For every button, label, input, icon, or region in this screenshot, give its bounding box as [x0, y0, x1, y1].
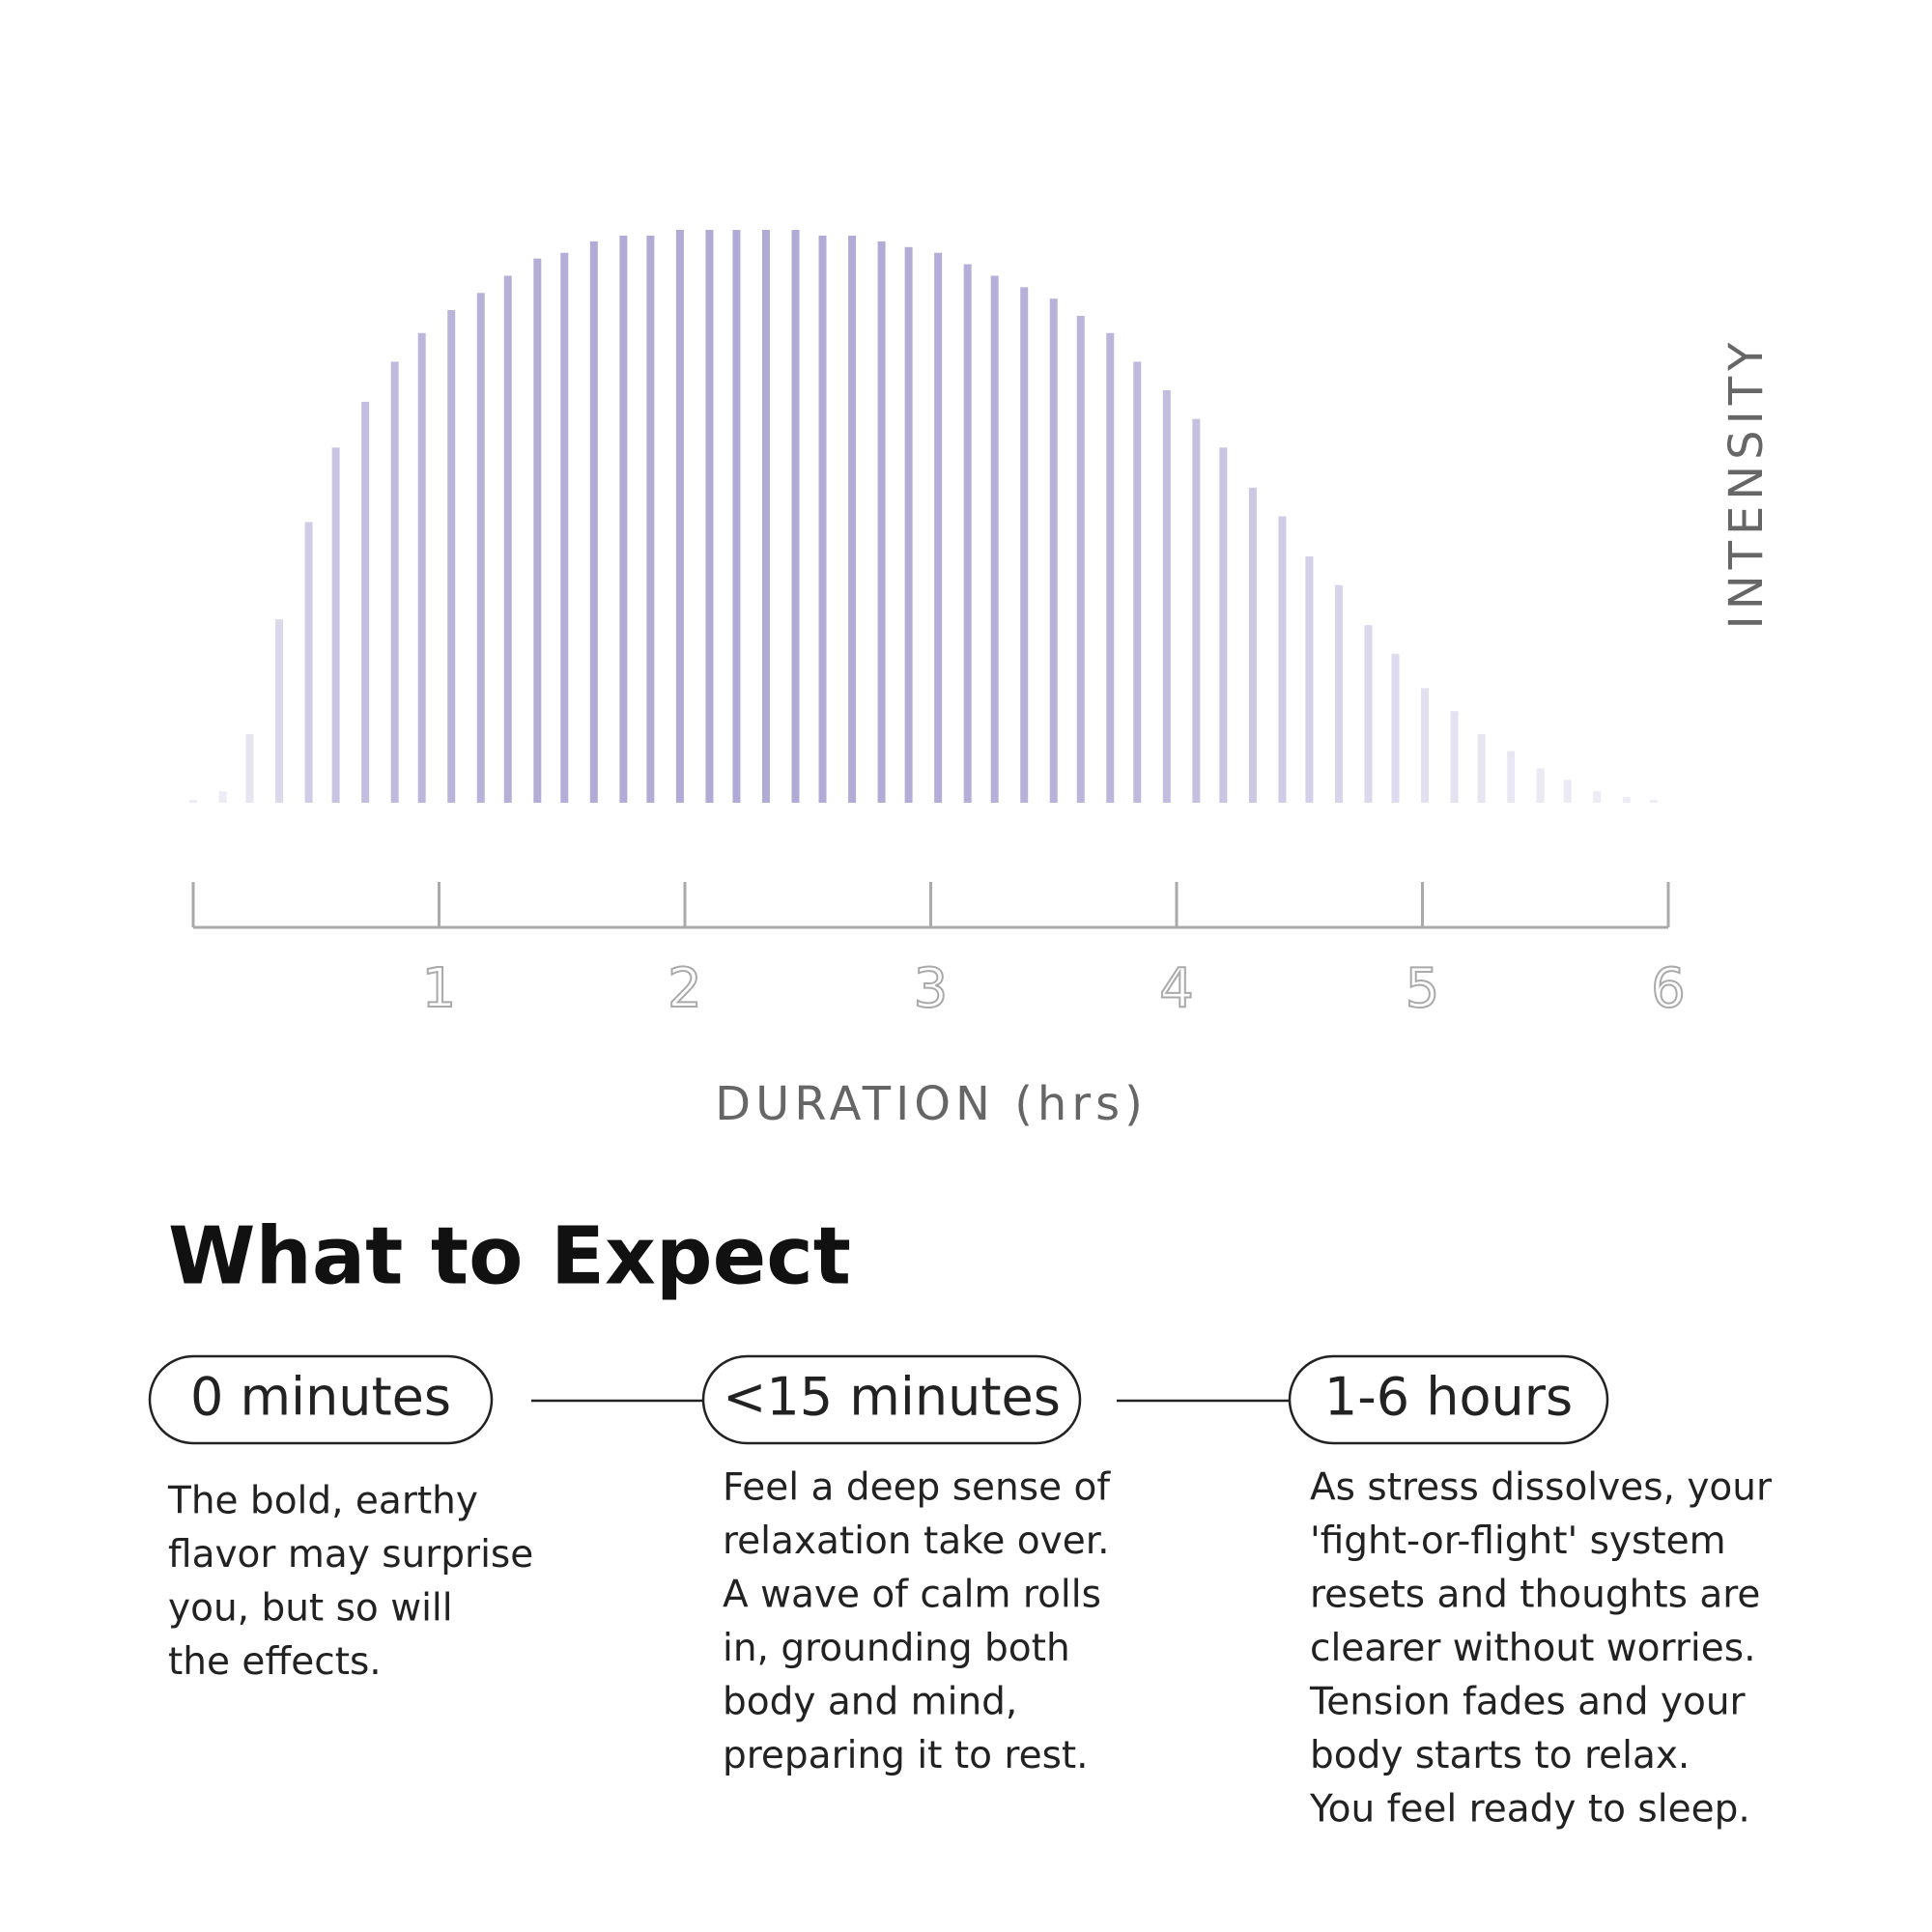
- bar: [1334, 584, 1343, 803]
- section-title: What to Expect: [168, 1210, 851, 1302]
- step-text: preparing it to rest.: [723, 1734, 1089, 1777]
- step-text: body starts to relax.: [1310, 1734, 1690, 1777]
- x-tick-label: 4: [1159, 957, 1194, 1020]
- bar: [245, 733, 254, 803]
- bar: [560, 252, 569, 804]
- bar: [331, 447, 340, 803]
- bar: [390, 361, 399, 803]
- step-text: Feel a deep sense of: [723, 1466, 1111, 1510]
- bar: [1049, 298, 1058, 803]
- step-text: the effects.: [168, 1640, 382, 1684]
- bar: [619, 235, 628, 803]
- step-text: A wave of calm rolls: [723, 1574, 1101, 1617]
- bar: [1076, 315, 1085, 803]
- x-tick-label: 6: [1651, 957, 1686, 1020]
- bar: [1593, 791, 1602, 803]
- x-tick-label: 1: [422, 957, 457, 1020]
- bar: [589, 241, 598, 804]
- bar: [1305, 556, 1314, 803]
- step-text: relaxation take over.: [723, 1520, 1110, 1563]
- y-axis-label: INTENSITY: [1719, 337, 1774, 630]
- bar: [1507, 751, 1516, 803]
- bar: [218, 791, 227, 803]
- bar: [1477, 733, 1486, 803]
- step-time: 1-6 hours: [1324, 1367, 1573, 1428]
- step-text: resets and thoughts are: [1310, 1574, 1760, 1617]
- step-text: flavor may surprise: [168, 1533, 533, 1577]
- bar: [990, 275, 999, 803]
- pill: [701, 1354, 1082, 1445]
- bar: [1106, 332, 1115, 803]
- bar: [361, 401, 370, 803]
- bar: [732, 230, 741, 803]
- bar: [1278, 516, 1287, 803]
- bar: [848, 235, 857, 803]
- bar: [275, 619, 284, 803]
- bar: [1248, 487, 1257, 803]
- bar: [533, 258, 542, 803]
- pill: [148, 1354, 494, 1445]
- step-text: You feel ready to sleep.: [1309, 1788, 1750, 1832]
- bar: [1192, 418, 1201, 803]
- bar: [791, 230, 800, 803]
- bar: [189, 800, 197, 803]
- bar: [934, 252, 943, 804]
- bar: [818, 235, 827, 803]
- x-tick-label: 2: [668, 957, 702, 1020]
- step-time: 0 minutes: [190, 1367, 451, 1428]
- bar: [1622, 797, 1631, 803]
- bar: [963, 264, 972, 804]
- bar: [646, 235, 655, 803]
- bar: [1450, 711, 1459, 803]
- bar: [1364, 625, 1373, 803]
- step-text: you, but so will: [168, 1587, 453, 1631]
- bar: [503, 275, 512, 803]
- x-tick-label: 3: [914, 957, 949, 1020]
- bar: [1563, 780, 1572, 803]
- bar: [675, 230, 684, 803]
- bar: [1133, 361, 1142, 803]
- bar: [1536, 768, 1545, 803]
- step-text: in, grounding both: [723, 1627, 1070, 1670]
- bar: [1391, 653, 1400, 803]
- bar: [1421, 688, 1430, 803]
- pill: [1288, 1354, 1609, 1445]
- bar: [1219, 447, 1228, 803]
- bar: [705, 230, 714, 803]
- step-text: As stress dissolves, your: [1310, 1466, 1773, 1510]
- step-text: 'fight-or-flight' system: [1310, 1520, 1726, 1563]
- step-text: clearer without worries.: [1310, 1627, 1755, 1670]
- bar: [417, 332, 426, 803]
- bar: [1649, 800, 1658, 803]
- x-tick-label: 5: [1406, 957, 1440, 1020]
- step-text: Tension fades and your: [1309, 1681, 1747, 1724]
- step-text: body and mind,: [723, 1681, 1017, 1724]
- bar: [761, 230, 770, 803]
- bar: [1162, 390, 1171, 803]
- step-text: The bold, earthy: [167, 1480, 478, 1523]
- step-time: <15 minutes: [723, 1367, 1061, 1428]
- x-axis-label: DURATION (hrs): [715, 1077, 1148, 1131]
- bar: [1020, 287, 1029, 803]
- bar: [304, 522, 313, 803]
- bar: [904, 246, 913, 804]
- bar: [447, 310, 456, 803]
- bar: [476, 293, 485, 804]
- bar: [877, 241, 886, 804]
